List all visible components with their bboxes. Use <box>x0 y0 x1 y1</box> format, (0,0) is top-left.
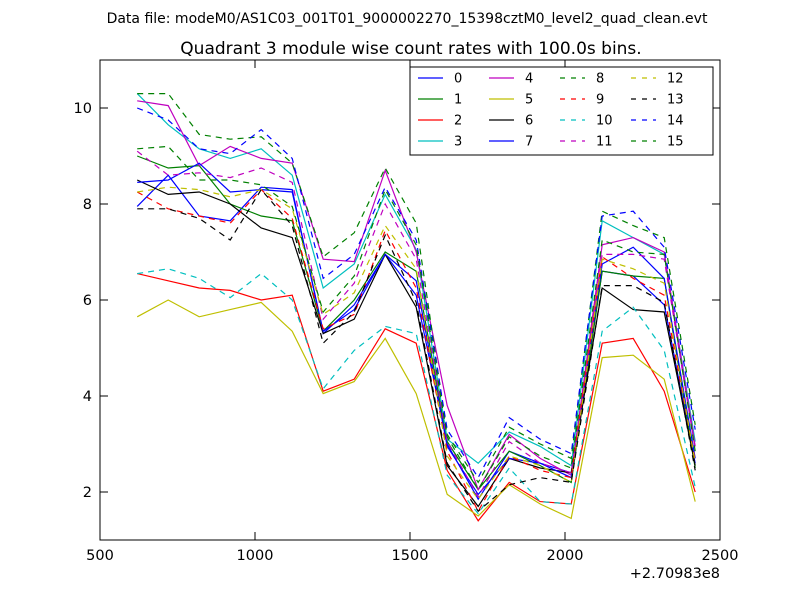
series-line-2 <box>137 273 696 522</box>
x-tick-label-1500: 1500 <box>392 548 429 564</box>
series-line-1 <box>136 155 696 491</box>
legend-label-8: 8 <box>596 72 604 87</box>
series-line-15 <box>137 145 696 491</box>
legend-label-3: 3 <box>454 135 462 150</box>
legend-label-7: 7 <box>525 135 533 150</box>
series-line-11 <box>136 150 696 499</box>
series-line-12 <box>137 186 696 501</box>
legend-label-12: 12 <box>667 72 684 87</box>
y-tick-label-4: 4 <box>83 389 92 405</box>
series-line-6 <box>136 179 696 508</box>
y-tick-label-6: 6 <box>83 293 92 309</box>
series-line-5 <box>136 299 696 520</box>
y-tick-label-8: 8 <box>83 197 92 213</box>
y-tick-label-10: 10 <box>74 101 92 117</box>
legend-label-14: 14 <box>667 114 684 129</box>
legend-label-5: 5 <box>525 93 533 108</box>
legend-label-1: 1 <box>454 93 462 108</box>
legend-label-9: 9 <box>596 93 604 108</box>
series-line-9 <box>136 188 696 513</box>
legend-label-0: 0 <box>454 72 462 87</box>
series-line-10 <box>137 268 696 515</box>
series-line-7 <box>137 162 696 496</box>
chart-title: Quadrant 3 module wise count rates with … <box>180 39 641 59</box>
x-tick-label-2500: 2500 <box>702 548 739 564</box>
y-tick-label-2: 2 <box>83 485 92 501</box>
legend-box <box>409 66 714 156</box>
series-layer <box>136 92 696 522</box>
x-tick-label-500: 500 <box>86 548 114 564</box>
legend-label-15: 15 <box>667 135 684 150</box>
legend-label-11: 11 <box>596 135 613 150</box>
x-tick-label-2000: 2000 <box>547 548 584 564</box>
x-tick-label-1000: 1000 <box>237 548 274 564</box>
series-line-14 <box>136 107 696 479</box>
series-line-0 <box>136 174 696 501</box>
legend-label-4: 4 <box>525 72 533 87</box>
legend-label-10: 10 <box>596 114 613 129</box>
chart-supertitle: Data file: modeM0/AS1C03_001T01_90000022… <box>107 11 708 27</box>
legend-label-6: 6 <box>525 114 533 129</box>
legend-label-2: 2 <box>454 114 462 129</box>
series-line-13 <box>137 188 696 513</box>
legend-label-13: 13 <box>667 93 684 108</box>
series-line-4 <box>137 100 696 492</box>
series-line-3 <box>136 93 696 467</box>
series-line-8 <box>137 92 696 484</box>
x-offset-label: +2.70983e8 <box>630 566 720 582</box>
